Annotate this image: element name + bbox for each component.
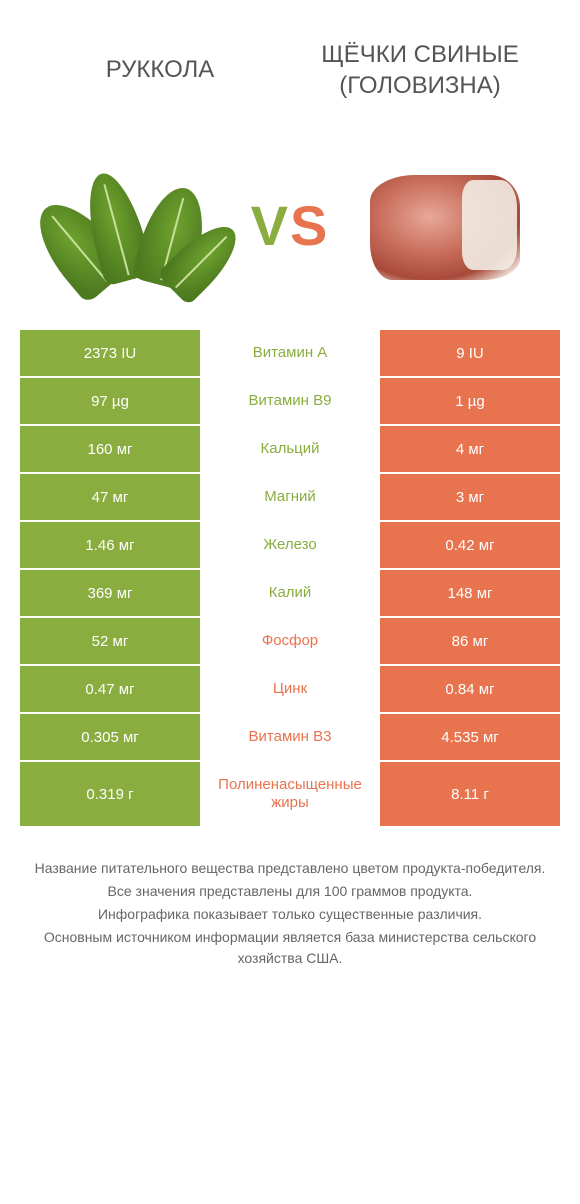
meat-icon bbox=[365, 165, 525, 285]
cell-right: 3 мг bbox=[380, 474, 560, 520]
table-row: 1.46 мгЖелезо0.42 мг bbox=[20, 522, 560, 570]
table-row: 0.305 мгВитамин B34.535 мг bbox=[20, 714, 560, 762]
cell-nutrient: Полиненасыщенные жиры bbox=[200, 762, 380, 826]
header: РУККОЛА ЩЁЧКИ СВИНЫЕ (ГОЛОВИЗНА) bbox=[0, 0, 580, 130]
vs-s: S bbox=[290, 194, 329, 257]
cell-nutrient: Магний bbox=[200, 474, 380, 520]
cell-nutrient: Витамин B9 bbox=[200, 378, 380, 424]
arugula-icon bbox=[60, 155, 210, 295]
cell-right: 0.42 мг bbox=[380, 522, 560, 568]
table-row: 0.47 мгЦинк0.84 мг bbox=[20, 666, 560, 714]
footer-line: Инфографика показывает только существенн… bbox=[30, 904, 550, 925]
table-row: 160 мгКальций4 мг bbox=[20, 426, 560, 474]
cell-nutrient: Витамин B3 bbox=[200, 714, 380, 760]
cell-left: 0.319 г bbox=[20, 762, 200, 826]
vs-v: V bbox=[251, 194, 290, 257]
table-row: 369 мгКалий148 мг bbox=[20, 570, 560, 618]
cell-nutrient: Цинк bbox=[200, 666, 380, 712]
cell-left: 1.46 мг bbox=[20, 522, 200, 568]
table-row: 97 µgВитамин B91 µg bbox=[20, 378, 560, 426]
table-row: 2373 IUВитамин A9 IU bbox=[20, 330, 560, 378]
footer-line: Название питательного вещества представл… bbox=[30, 858, 550, 879]
title-left-text: РУККОЛА bbox=[30, 54, 290, 85]
cell-nutrient: Кальций bbox=[200, 426, 380, 472]
product-image-right bbox=[330, 145, 560, 305]
title-right-text: ЩЁЧКИ СВИНЫЕ (ГОЛОВИЗНА) bbox=[290, 39, 550, 101]
cell-right: 0.84 мг bbox=[380, 666, 560, 712]
footer-line: Все значения представлены для 100 граммо… bbox=[30, 881, 550, 902]
cell-right: 4.535 мг bbox=[380, 714, 560, 760]
comparison-table: 2373 IUВитамин A9 IU97 µgВитамин B91 µg1… bbox=[0, 330, 580, 826]
cell-right: 8.11 г bbox=[380, 762, 560, 826]
title-left: РУККОЛА bbox=[30, 54, 290, 85]
cell-left: 2373 IU bbox=[20, 330, 200, 376]
cell-right: 148 мг bbox=[380, 570, 560, 616]
vs-label: VS bbox=[250, 193, 330, 258]
cell-left: 97 µg bbox=[20, 378, 200, 424]
cell-left: 47 мг bbox=[20, 474, 200, 520]
cell-right: 86 мг bbox=[380, 618, 560, 664]
cell-right: 4 мг bbox=[380, 426, 560, 472]
table-row: 47 мгМагний3 мг bbox=[20, 474, 560, 522]
footer-line: Основным источником информации является … bbox=[30, 927, 550, 969]
cell-nutrient: Железо bbox=[200, 522, 380, 568]
title-right: ЩЁЧКИ СВИНЫЕ (ГОЛОВИЗНА) bbox=[290, 39, 550, 101]
cell-nutrient: Калий bbox=[200, 570, 380, 616]
cell-left: 0.47 мг bbox=[20, 666, 200, 712]
cell-left: 369 мг bbox=[20, 570, 200, 616]
table-row: 0.319 гПолиненасыщенные жиры8.11 г bbox=[20, 762, 560, 826]
footer-notes: Название питательного вещества представл… bbox=[0, 826, 580, 991]
cell-right: 9 IU bbox=[380, 330, 560, 376]
cell-left: 52 мг bbox=[20, 618, 200, 664]
cell-right: 1 µg bbox=[380, 378, 560, 424]
product-image-left bbox=[20, 145, 250, 305]
cell-left: 0.305 мг bbox=[20, 714, 200, 760]
cell-left: 160 мг bbox=[20, 426, 200, 472]
images-row: VS bbox=[0, 130, 580, 330]
cell-nutrient: Фосфор bbox=[200, 618, 380, 664]
table-row: 52 мгФосфор86 мг bbox=[20, 618, 560, 666]
cell-nutrient: Витамин A bbox=[200, 330, 380, 376]
